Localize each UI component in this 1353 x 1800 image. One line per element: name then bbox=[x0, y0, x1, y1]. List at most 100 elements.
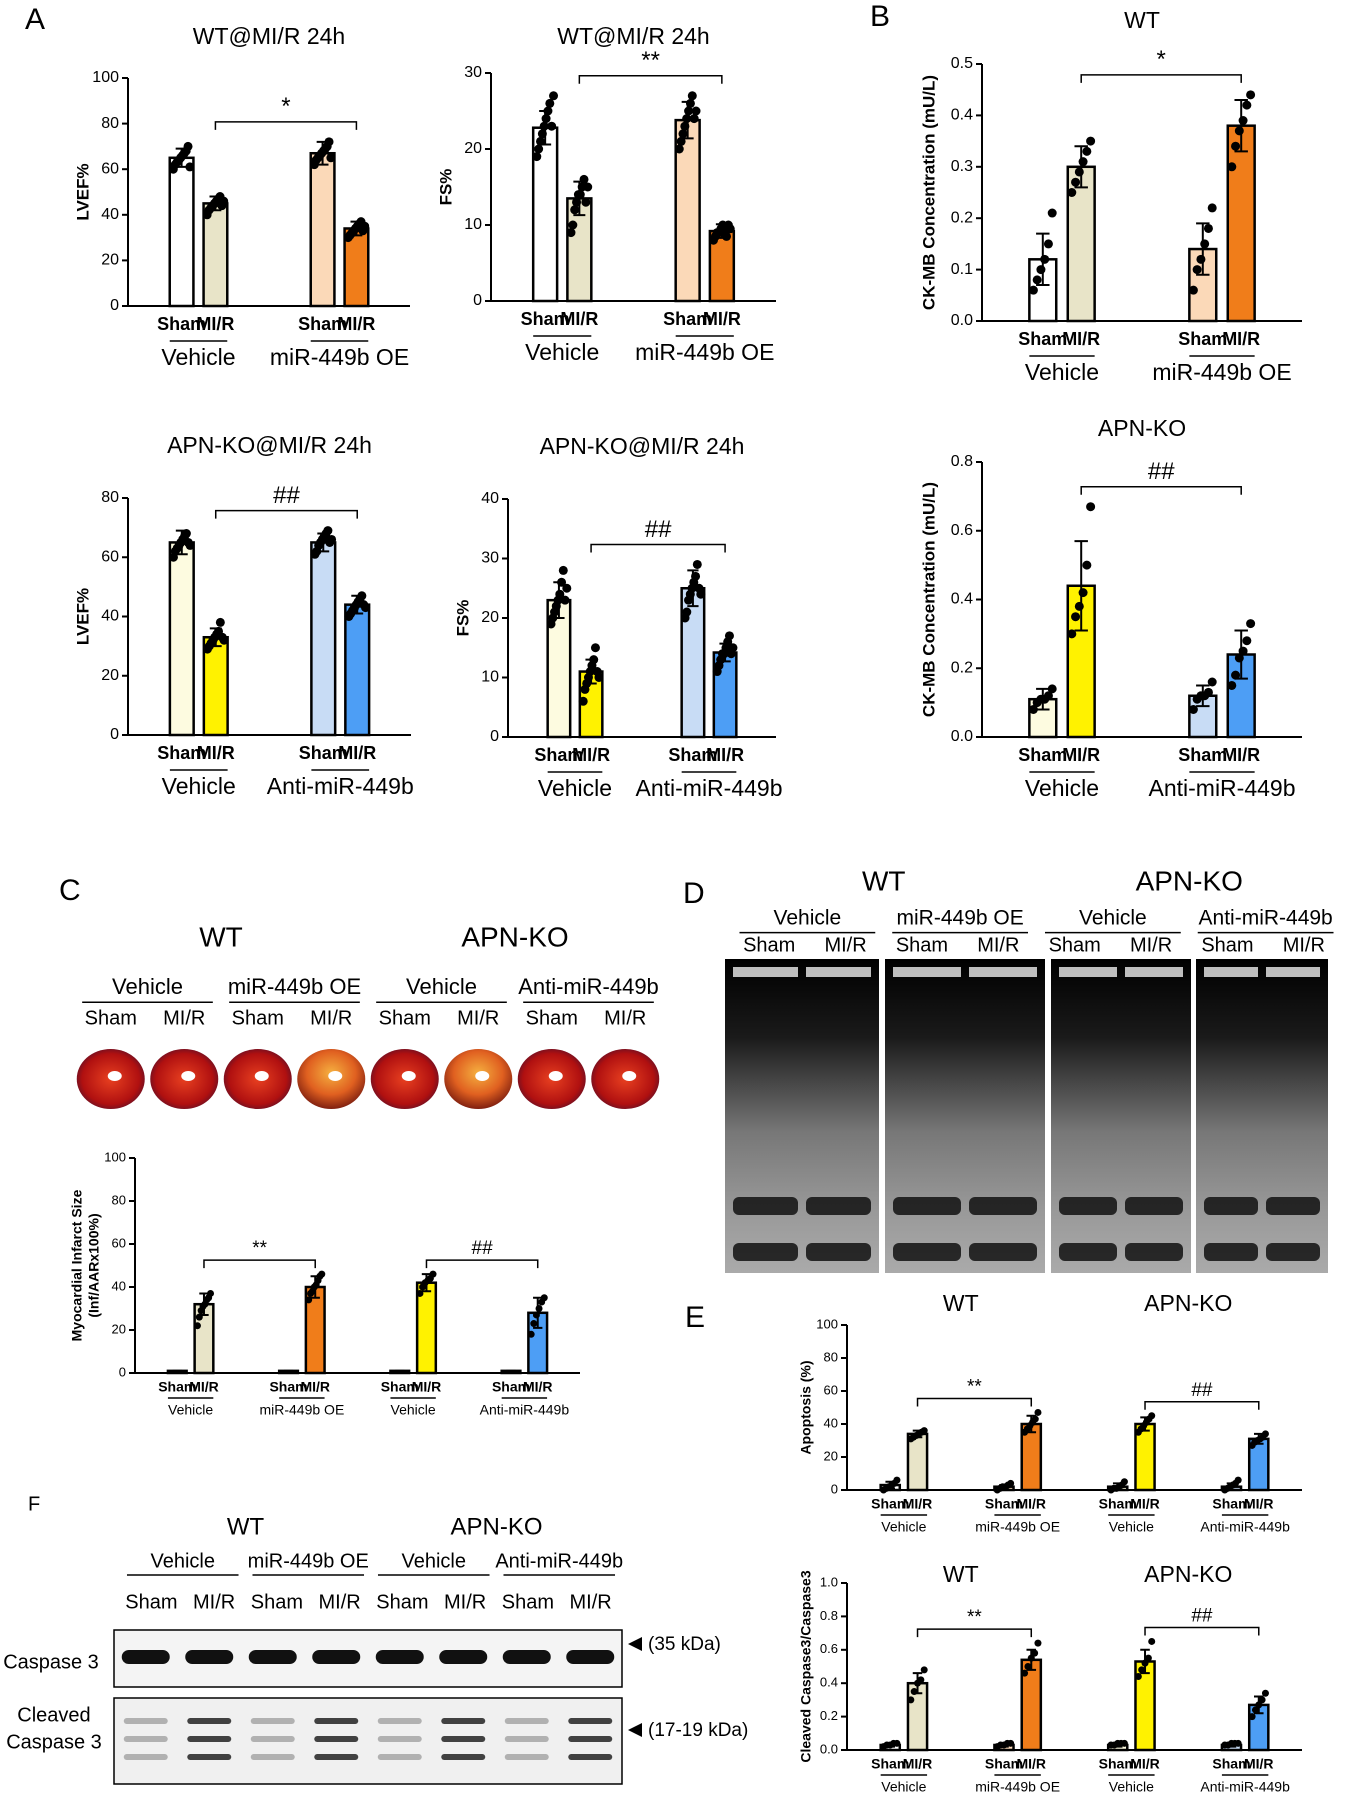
data-point bbox=[722, 231, 732, 241]
data-point bbox=[583, 182, 593, 192]
blot-band bbox=[123, 1736, 168, 1742]
x-tick-label: MI/R bbox=[1222, 745, 1260, 765]
lane-label: Sham bbox=[376, 1591, 428, 1613]
gel-image bbox=[725, 959, 1328, 1273]
data-point bbox=[685, 98, 695, 108]
data-point bbox=[674, 144, 684, 154]
group-title: APN-KO bbox=[1144, 1290, 1232, 1316]
heart-lumen bbox=[107, 1071, 122, 1081]
significance-label: ** bbox=[967, 1376, 982, 1397]
data-point bbox=[219, 635, 229, 645]
data-point bbox=[1086, 136, 1096, 146]
data-point bbox=[547, 121, 557, 131]
significance-label: ** bbox=[641, 47, 660, 74]
x-tick-label: Sham bbox=[985, 1496, 1023, 1512]
significance-bracket bbox=[1144, 1401, 1260, 1410]
data-point bbox=[327, 534, 337, 544]
y-tick-label: 0.2 bbox=[820, 1708, 838, 1723]
data-point bbox=[326, 153, 336, 163]
data-point bbox=[534, 144, 544, 154]
group-label: Vehicle bbox=[1109, 1519, 1154, 1535]
significance-label: ## bbox=[1191, 1380, 1213, 1401]
data-point bbox=[360, 221, 370, 231]
gel-band bbox=[969, 1243, 1037, 1261]
x-tick-label: Sham bbox=[985, 1756, 1023, 1772]
y-axis-label: Cleaved Caspase3/Caspase3 bbox=[798, 1570, 814, 1762]
data-point bbox=[1196, 254, 1206, 264]
bar bbox=[1226, 124, 1256, 323]
x-tick-label: Sham bbox=[492, 1379, 530, 1395]
data-point bbox=[689, 114, 699, 124]
lane-label: Sham bbox=[232, 1007, 284, 1029]
bar bbox=[168, 156, 195, 308]
x-tick-label: MI/R bbox=[1016, 1496, 1046, 1512]
blot-band bbox=[185, 1650, 234, 1664]
x-tick-label: MI/R bbox=[1244, 1496, 1274, 1512]
size-label: (17-19 kDa) bbox=[648, 1720, 748, 1741]
data-point bbox=[687, 91, 697, 101]
data-point bbox=[1148, 1637, 1156, 1645]
y-axis-label: LVEF% bbox=[73, 588, 92, 645]
data-point bbox=[1251, 1706, 1259, 1714]
data-point bbox=[1231, 141, 1241, 151]
group-label: Vehicle bbox=[151, 1550, 216, 1572]
data-point bbox=[594, 673, 604, 682]
group-label: Vehicle bbox=[774, 907, 842, 930]
data-point bbox=[1074, 167, 1084, 177]
group-label: Vehicle bbox=[406, 974, 477, 999]
blot-band bbox=[187, 1718, 232, 1724]
heart-lumen bbox=[475, 1071, 490, 1081]
gel-well bbox=[893, 967, 961, 977]
x-tick-label: MI/R bbox=[338, 743, 376, 763]
data-point bbox=[530, 1320, 538, 1328]
group-label: Anti-miR-449b bbox=[1200, 1519, 1290, 1535]
x-tick-label: MI/R bbox=[1130, 1496, 1160, 1512]
blot-band bbox=[187, 1736, 232, 1742]
gel-band bbox=[1266, 1197, 1320, 1215]
y-tick-label: 0 bbox=[110, 297, 119, 314]
data-point bbox=[535, 1305, 543, 1312]
x-tick-label: MI/R bbox=[1130, 1756, 1160, 1772]
data-point bbox=[579, 174, 589, 184]
significance-bracket bbox=[916, 1628, 1033, 1638]
data-point bbox=[416, 1289, 424, 1297]
gel-well bbox=[1204, 967, 1258, 977]
y-tick-label: 60 bbox=[101, 160, 119, 177]
data-point bbox=[305, 1296, 313, 1304]
x-tick-label: Sham bbox=[299, 743, 348, 763]
significance-bracket bbox=[214, 121, 358, 130]
significance-label: ## bbox=[1191, 1605, 1213, 1626]
data-point bbox=[185, 540, 195, 550]
panel-letter: A bbox=[25, 3, 45, 36]
panel-letter: D bbox=[683, 877, 705, 910]
bar bbox=[310, 541, 337, 737]
x-tick-label: Sham bbox=[663, 309, 712, 329]
data-point bbox=[1031, 1415, 1039, 1423]
group-label: Vehicle bbox=[525, 339, 599, 365]
y-tick-label: 0.4 bbox=[951, 107, 973, 124]
data-point bbox=[1043, 691, 1053, 701]
data-point bbox=[728, 643, 738, 653]
column-title: WT bbox=[862, 865, 906, 896]
lane-label: Sham bbox=[526, 1007, 578, 1029]
blot-band bbox=[121, 1650, 170, 1664]
x-tick-label: Sham bbox=[269, 1379, 307, 1395]
data-point bbox=[543, 106, 553, 116]
y-tick-label: 0 bbox=[110, 726, 119, 743]
chart-title: APN-KO@MI/R 24h bbox=[540, 433, 745, 459]
significance-bracket bbox=[1080, 74, 1242, 83]
y-tick-label: 0 bbox=[831, 1481, 838, 1496]
lane-label: Sham bbox=[743, 934, 795, 956]
x-tick-label: Sham bbox=[871, 1756, 909, 1772]
lane-label: MI/R bbox=[604, 1007, 646, 1029]
data-point bbox=[195, 1313, 203, 1321]
group-label: Vehicle bbox=[391, 1402, 436, 1418]
significance-bracket bbox=[1080, 485, 1242, 495]
data-point bbox=[558, 565, 568, 575]
data-point bbox=[920, 1666, 928, 1674]
y-tick-label: 0.6 bbox=[951, 522, 973, 539]
data-point bbox=[724, 631, 734, 641]
data-point bbox=[893, 1739, 901, 1747]
data-point bbox=[1120, 1739, 1128, 1747]
lane-label: Sham bbox=[896, 934, 948, 956]
